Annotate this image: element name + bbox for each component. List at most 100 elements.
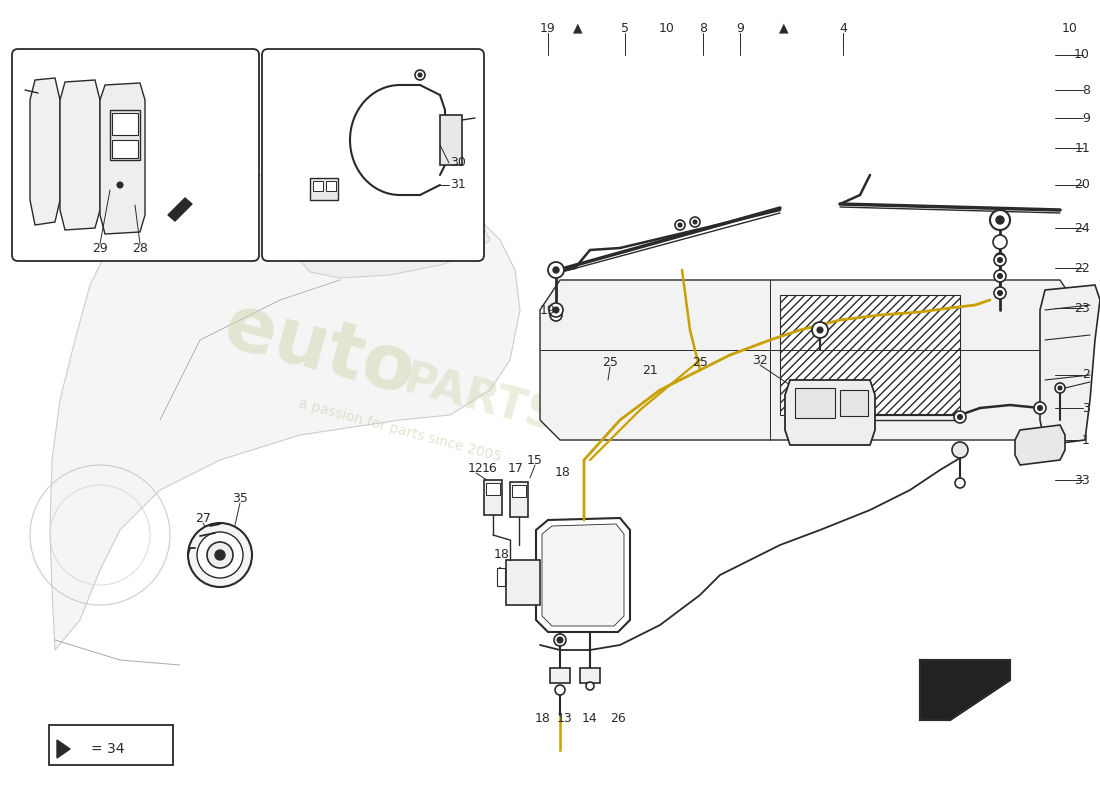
Circle shape — [207, 542, 233, 568]
Circle shape — [549, 303, 563, 317]
Polygon shape — [1015, 425, 1065, 465]
Bar — [510, 482, 528, 517]
FancyBboxPatch shape — [12, 49, 258, 261]
Circle shape — [1034, 402, 1046, 414]
Bar — [840, 390, 868, 416]
Bar — [440, 115, 462, 165]
Circle shape — [954, 411, 966, 423]
Circle shape — [553, 267, 559, 273]
Circle shape — [214, 550, 225, 560]
Circle shape — [550, 309, 562, 321]
Text: 18: 18 — [556, 466, 571, 478]
Circle shape — [1058, 386, 1062, 390]
Circle shape — [548, 262, 564, 278]
Polygon shape — [920, 660, 1010, 720]
Circle shape — [994, 270, 1006, 282]
Text: 15: 15 — [527, 454, 543, 466]
Polygon shape — [920, 660, 1010, 720]
Circle shape — [415, 70, 425, 80]
Text: euto: euto — [216, 289, 424, 411]
Circle shape — [994, 254, 1006, 266]
Bar — [506, 560, 540, 605]
Bar — [580, 668, 600, 683]
Circle shape — [418, 73, 422, 77]
Bar — [112, 113, 138, 135]
Text: 14: 14 — [582, 711, 598, 725]
Circle shape — [675, 220, 685, 230]
Polygon shape — [1040, 285, 1100, 445]
Polygon shape — [540, 280, 1080, 440]
Circle shape — [998, 290, 1002, 295]
Text: 10: 10 — [1063, 22, 1078, 34]
Circle shape — [1037, 406, 1043, 410]
Text: ▲: ▲ — [573, 22, 583, 34]
Text: 1: 1 — [1082, 434, 1090, 446]
Bar — [512, 485, 526, 497]
Circle shape — [997, 271, 1003, 277]
Circle shape — [993, 235, 1007, 249]
Polygon shape — [785, 380, 874, 445]
Circle shape — [557, 637, 563, 643]
Bar — [326, 181, 336, 191]
Text: 12: 12 — [469, 462, 484, 474]
Circle shape — [817, 327, 823, 333]
Circle shape — [1055, 383, 1065, 393]
Text: 28: 28 — [132, 242, 147, 254]
Text: 5: 5 — [621, 22, 629, 34]
Text: 9: 9 — [1082, 111, 1090, 125]
Text: 16: 16 — [482, 462, 498, 474]
Bar — [314, 181, 323, 191]
Text: 20: 20 — [1074, 178, 1090, 191]
Text: 3: 3 — [1082, 402, 1090, 414]
Text: 35: 35 — [232, 491, 248, 505]
Bar — [484, 480, 502, 515]
Circle shape — [990, 210, 1010, 230]
Text: 8: 8 — [1082, 83, 1090, 97]
Polygon shape — [542, 524, 624, 626]
Bar — [110, 110, 140, 160]
Text: 10: 10 — [1074, 49, 1090, 62]
Bar — [550, 668, 570, 683]
Text: 18: 18 — [494, 549, 510, 562]
Bar — [310, 178, 338, 200]
Text: 10: 10 — [659, 22, 675, 34]
Circle shape — [996, 253, 1005, 263]
Text: 17: 17 — [508, 462, 524, 474]
Circle shape — [188, 523, 252, 587]
Text: 13: 13 — [557, 711, 573, 725]
Circle shape — [693, 220, 697, 224]
Polygon shape — [30, 78, 60, 225]
Text: 9: 9 — [736, 22, 744, 34]
Circle shape — [678, 223, 682, 227]
Polygon shape — [536, 518, 630, 632]
Circle shape — [996, 216, 1004, 224]
Circle shape — [998, 258, 1002, 262]
Bar — [795, 388, 835, 418]
Circle shape — [556, 685, 565, 695]
Circle shape — [586, 682, 594, 690]
Bar — [497, 568, 505, 586]
Bar — [112, 140, 138, 158]
Text: 24: 24 — [1075, 222, 1090, 234]
Polygon shape — [100, 83, 145, 234]
Text: 27: 27 — [195, 511, 211, 525]
Text: 31: 31 — [450, 178, 465, 191]
Bar — [486, 483, 500, 495]
Text: 4: 4 — [839, 22, 847, 34]
Text: = 34: = 34 — [91, 742, 124, 756]
Text: a passion for parts since 2005: a passion for parts since 2005 — [297, 396, 503, 464]
Text: 11: 11 — [1075, 142, 1090, 154]
Text: 18: 18 — [535, 711, 551, 725]
Circle shape — [957, 414, 962, 419]
Text: ▲: ▲ — [779, 22, 789, 34]
Text: 2: 2 — [1082, 369, 1090, 382]
Circle shape — [994, 287, 1006, 299]
FancyBboxPatch shape — [262, 49, 484, 261]
Text: 33: 33 — [1075, 474, 1090, 486]
Polygon shape — [60, 80, 100, 230]
Polygon shape — [57, 740, 70, 758]
Circle shape — [998, 274, 1002, 278]
Bar — [780, 295, 960, 415]
Text: 26: 26 — [610, 711, 626, 725]
Circle shape — [690, 217, 700, 227]
